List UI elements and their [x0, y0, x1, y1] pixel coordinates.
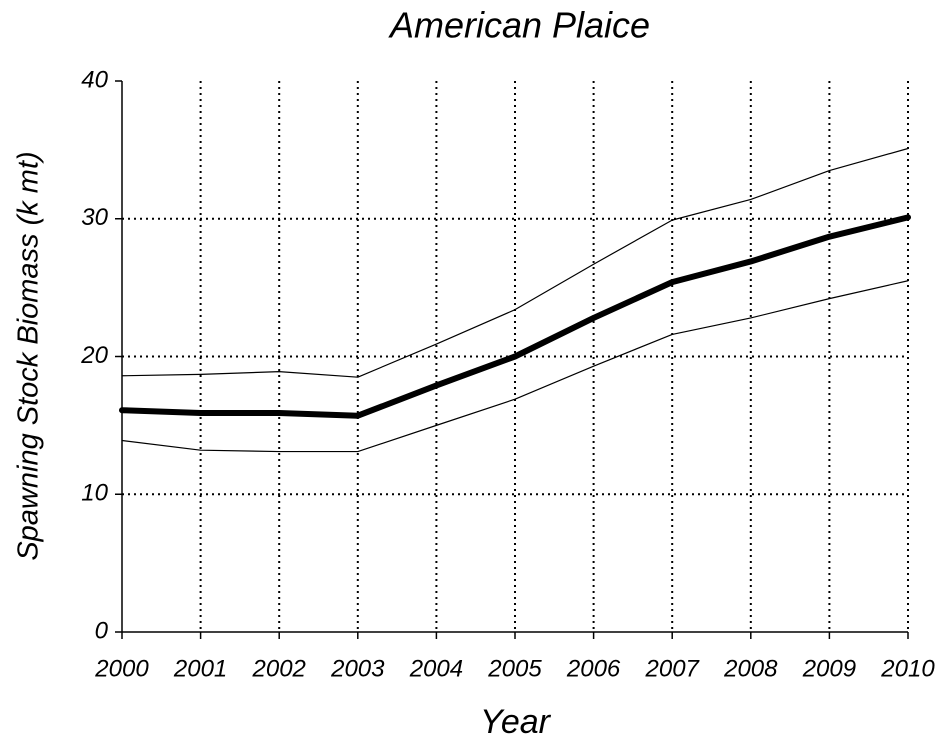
x-tick-label: 2009 [802, 655, 856, 682]
y-tick-label: 30 [81, 204, 108, 231]
y-tick-label: 10 [81, 480, 108, 507]
x-tick-label: 2002 [252, 655, 306, 682]
x-tick-label: 2006 [566, 655, 621, 682]
x-tick-label: 2008 [723, 655, 778, 682]
x-tick-label: 2001 [173, 655, 227, 682]
x-tick-label: 2003 [330, 655, 385, 682]
y-tick-label: 0 [95, 617, 109, 644]
y-tick-label: 40 [81, 66, 108, 93]
x-tick-label: 2005 [487, 655, 542, 682]
x-axis-label: Year [480, 703, 552, 741]
series-line [121, 280, 909, 453]
chart-title: American Plaice [388, 5, 650, 46]
series-line [121, 147, 909, 378]
series-line [119, 214, 911, 419]
x-tick-label: 2000 [94, 655, 149, 682]
y-tick-label: 20 [80, 342, 108, 369]
x-tick-label: 2007 [645, 655, 701, 682]
x-tick-label: 2010 [880, 655, 935, 682]
x-tick-label: 2004 [409, 655, 463, 682]
y-axis-label: Spawning Stock Biomass (k mt) [13, 151, 45, 560]
